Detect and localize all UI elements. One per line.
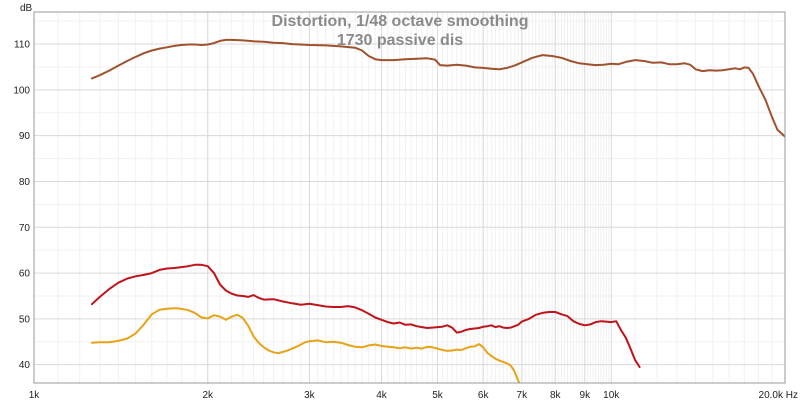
series-line-1 [90,38,785,138]
y-axis-unit-label: dB [20,3,33,14]
y-tick-label: 50 [19,314,31,325]
y-tick-label: 70 [19,223,31,234]
x-tick-label: 7k [517,390,529,401]
x-tick-label: 20.0k Hz [759,390,798,401]
x-tick-label: 4k [376,390,388,401]
series-line-2 [90,263,641,368]
y-tick-label: 110 [14,40,30,51]
y-tick-label: 90 [19,131,31,142]
series-line-3 [90,307,521,383]
x-tick-label: 1k [29,390,41,401]
x-tick-label: 5k [432,390,444,401]
x-tick-label: 8k [550,390,562,401]
x-tick-label: 6k [478,390,490,401]
x-tick-label: 2k [202,390,214,401]
y-tick-label: 60 [19,269,31,280]
y-tick-label: 100 [13,85,30,96]
series-group [90,38,785,383]
tick-labels: 1k 2k 3k 4k 5k 6k 7k 8k 9k 10k 20.0k Hz 40 50 60 70 80 9… [13,40,798,401]
x-tick-label: 3k [304,390,316,401]
y-tick-label: 40 [19,360,31,371]
axes [33,11,786,384]
grid [33,12,786,383]
plot-area [34,12,785,383]
chart-title: Distortion, 1/48 octave smoothing [272,13,529,30]
x-tick-label: 9k [580,390,592,401]
chart-subtitle: 1730 passive dis [337,32,463,49]
y-tick-label: 80 [19,177,31,188]
x-tick-label: 10k [603,390,620,401]
plot-frame [33,11,786,384]
